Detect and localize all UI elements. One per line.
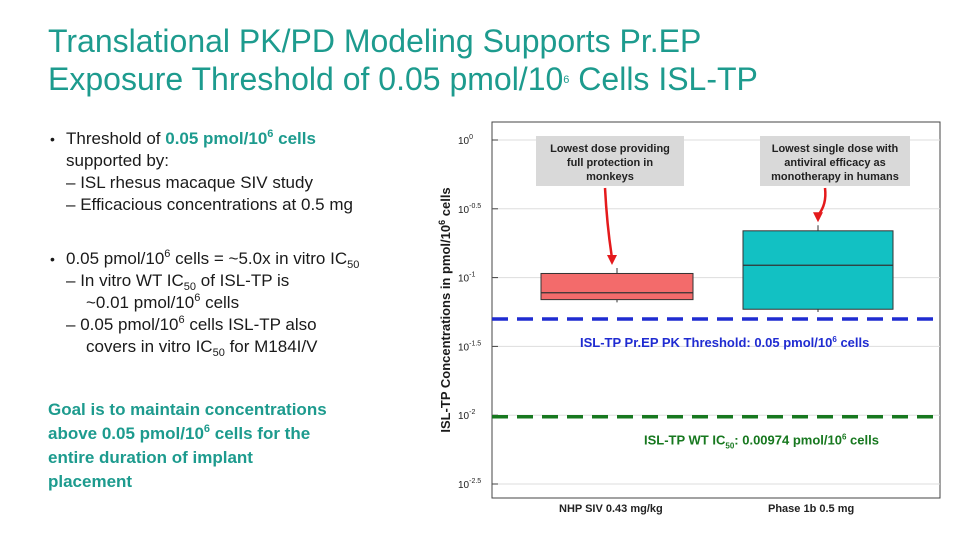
goal-sup: 6 — [203, 423, 211, 435]
annotation-box — [760, 136, 910, 186]
goal-line-2-end: cells for the — [210, 424, 311, 443]
title-superscript: 6 — [563, 74, 570, 86]
bullet-2-sup: 6 — [164, 248, 171, 260]
annotation-text: Lowest single dose with — [772, 143, 899, 155]
bullet-2-text: 0.05 pmol/10 — [66, 249, 165, 268]
bullet-2-mid: cells = ~5.0x in vitro IC — [170, 249, 348, 268]
sub-2b-sup: 6 — [178, 314, 185, 326]
title-line-2-end: Cells ISL-TP — [569, 61, 758, 97]
sub-2b-end: cells ISL-TP also — [184, 315, 317, 334]
sub-2a-end: of ISL-TP is — [196, 271, 290, 290]
y-tick-label: 10-2 — [458, 409, 475, 422]
bullet-threshold: Threshold of 0.05 pmol/106 cells — [48, 128, 448, 150]
annotation-arrow — [603, 187, 614, 259]
annotation-text: monotherapy in humans — [771, 171, 899, 183]
title-line-1: Translational PK/PD Modeling Supports Pr… — [48, 23, 702, 59]
sub-2a-l2-text: ~0.01 pmol/10 — [86, 293, 195, 312]
annotation-text: monkeys — [586, 171, 634, 183]
bullet-list: Threshold of 0.05 pmol/106 cells support… — [48, 128, 448, 359]
reference-line-label: ISL-TP Pr.EP PK Threshold: 0.05 pmol/106… — [580, 335, 869, 350]
bullet-1-line-2: supported by: — [66, 151, 170, 170]
reference-line-label: ISL-TP WT IC50: 0.00974 pmol/106 cells — [644, 433, 879, 451]
annotations: Lowest dose providing full protection in m… — [536, 136, 910, 265]
x-tick-label: Phase 1b 0.5 mg — [768, 503, 854, 515]
sub-2a-l2-sup: 6 — [194, 292, 201, 304]
bullet-1-sup: 6 — [267, 128, 274, 140]
goal-line-3: entire duration of implant — [48, 448, 253, 467]
bullet-1-text: Threshold of — [66, 129, 166, 148]
sub-2a-sub: 50 — [183, 281, 197, 293]
arrow-head — [813, 212, 823, 223]
y-tick-label: 100 — [458, 134, 473, 147]
goal-line-1: Goal is to maintain concentrations — [48, 400, 327, 419]
grid-lines — [492, 139, 940, 485]
goal-line-2: above 0.05 pmol/106 cells for the — [48, 422, 428, 446]
goal-statement: Goal is to maintain concentrations above… — [48, 398, 428, 494]
reference-lines: ISL-TP Pr.EP PK Threshold: 0.05 pmol/106… — [492, 317, 940, 451]
boxes — [540, 225, 894, 312]
sub-2a-l2-end: cells — [200, 293, 240, 312]
box-body — [540, 272, 694, 301]
bullet-2-sub: 50 — [347, 259, 360, 271]
annotation-box — [536, 136, 684, 186]
sub-bullet-wt-ic50: In vitro WT IC50 of ISL-TP is — [48, 270, 448, 293]
sub-bullet-m184-line2: covers in vitro IC50 for M184I/V — [48, 336, 448, 359]
goal-line-2-text: above 0.05 pmol/10 — [48, 424, 204, 443]
arrow-head — [607, 254, 617, 265]
annotation-text: full protection in — [567, 157, 653, 169]
sub-2b-text: 0.05 pmol/10 — [80, 315, 179, 334]
annotation-text: Lowest dose providing — [550, 143, 670, 155]
pk-boxplot-chart: 100 10-0.5 10-1 10-1.5 10-2 10-2.5 ISL-TP Con… — [437, 121, 941, 515]
y-axis-label: ISL-TP Concentrations in pmol/106 cells — [437, 187, 453, 432]
sub-bullet-efficacious: Efficacious concentrations at 0.5 mg — [48, 194, 448, 216]
x-tick-labels: NHP SIV 0.43 mg/kg Phase 1b 0.5 mg — [559, 503, 854, 515]
box-body — [742, 230, 894, 310]
sub-bullet-wt-ic50-line2: ~0.01 pmol/106 cells — [48, 292, 448, 314]
y-tick-labels: 100 10-0.5 10-1 10-1.5 10-2 10-2.5 — [458, 134, 481, 491]
bullet-1-bold-end: cells — [273, 129, 316, 148]
x-tick-label: NHP SIV 0.43 mg/kg — [559, 503, 663, 515]
title-line-2: Exposure Threshold of 0.05 pmol/106 Cell… — [48, 60, 928, 98]
annotation-text: antiviral efficacy as — [784, 157, 886, 169]
title-line-2-text: Exposure Threshold of 0.05 pmol/10 — [48, 61, 564, 97]
bullet-1-bold: 0.05 pmol/10 — [165, 129, 268, 148]
sub-2b-l2-end: for M184I/V — [224, 337, 318, 356]
sub-2b-l2-sub: 50 — [212, 347, 225, 359]
sub-bullet-m184: 0.05 pmol/106 cells ISL-TP also — [48, 314, 448, 336]
sub-bullet-rhesus: ISL rhesus macaque SIV study — [48, 172, 448, 194]
slide-title: Translational PK/PD Modeling Supports Pr… — [48, 22, 928, 98]
y-tick-label: 10-1 — [458, 272, 475, 285]
bullet-ic50: 0.05 pmol/106 cells = ~5.0x in vitro IC5… — [48, 248, 448, 271]
y-tick-label: 10-2.5 — [458, 478, 481, 491]
goal-line-4: placement — [48, 472, 133, 491]
sub-2b-l2-text: covers in vitro IC — [86, 337, 213, 356]
y-tick-label: 10-1.5 — [458, 340, 481, 353]
sub-2a-text: In vitro WT IC — [80, 271, 184, 290]
y-tick-label: 10-0.5 — [458, 203, 481, 216]
